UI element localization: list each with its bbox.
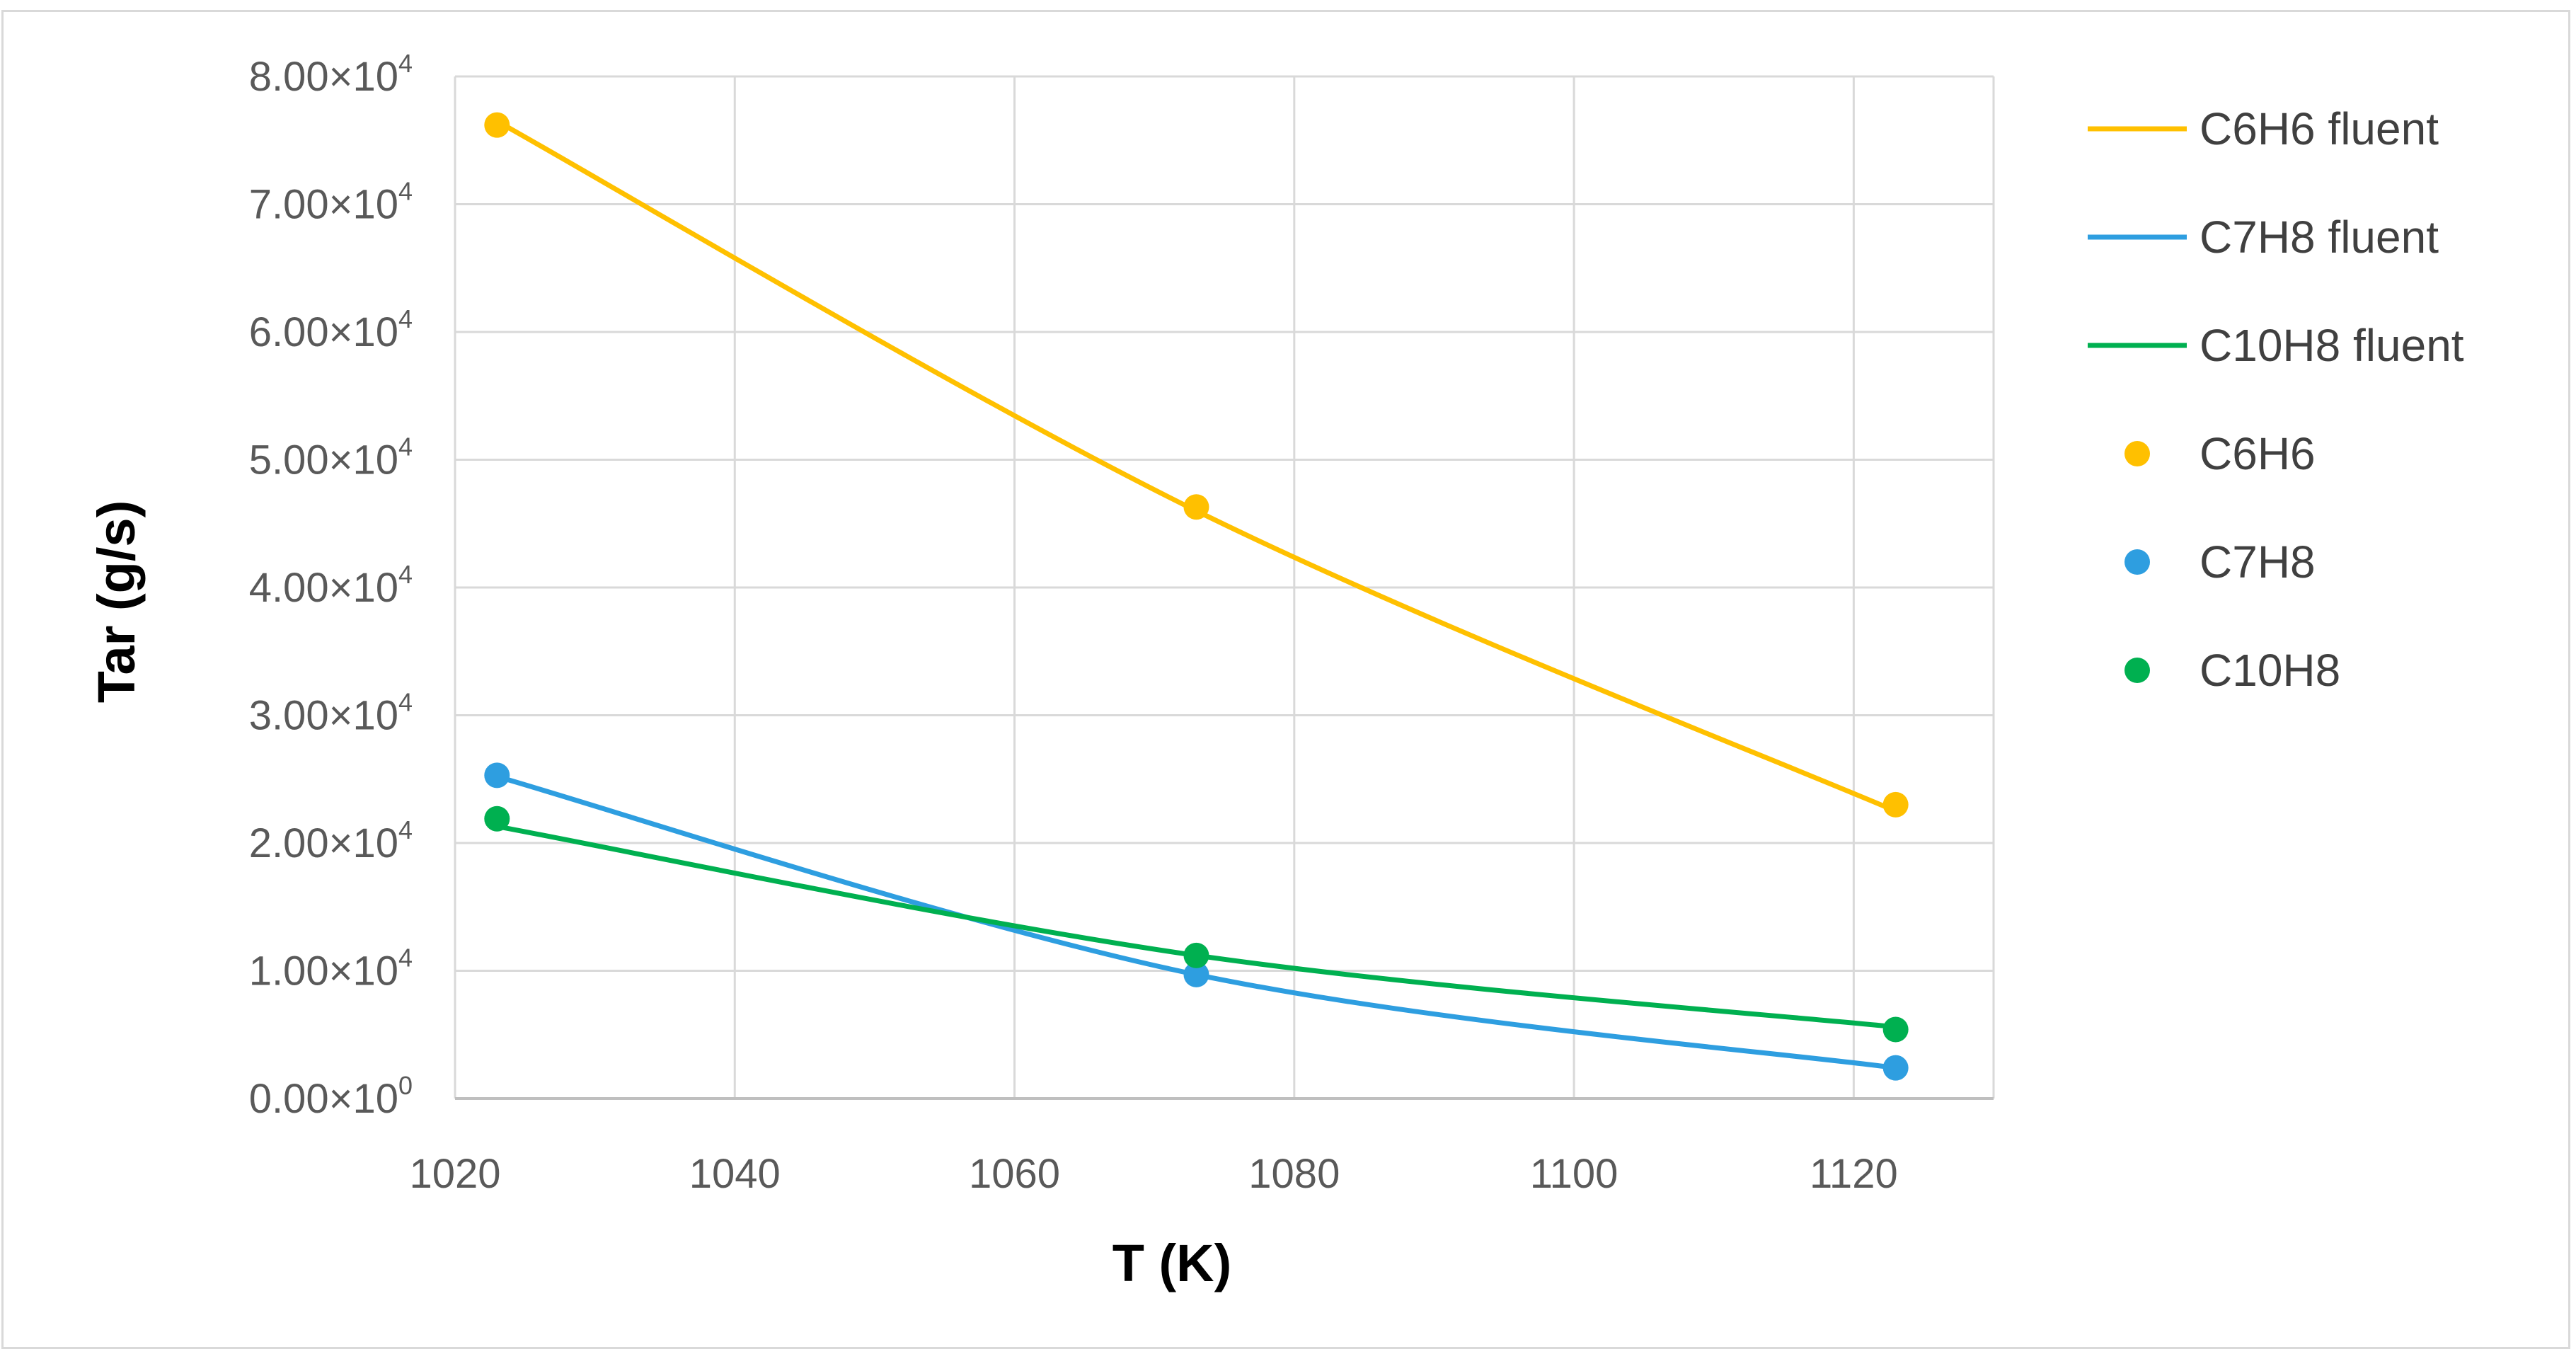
y-tick-label: 5.00×104 [249, 432, 413, 483]
data-point-c6h6 [1882, 791, 1909, 818]
y-tick-exponent: 4 [398, 944, 413, 973]
legend-item-c7h8: C7H8 [2124, 537, 2316, 587]
legend-item-c7h8-fluent: C7H8 fluent [2088, 212, 2439, 263]
series-line-c10h8-fluent [494, 824, 1899, 1030]
data-point-c7h8 [1183, 961, 1209, 987]
y-tick-mantissa: 7.00×10 [249, 182, 398, 228]
x-tick-label: 1080 [1248, 1151, 1340, 1197]
y-tick-label: 7.00×104 [249, 177, 413, 228]
y-tick-exponent: 4 [398, 49, 413, 78]
legend-item-c6h6-fluent: C6H6 fluent [2088, 103, 2439, 154]
x-tick-label: 1120 [1810, 1151, 1898, 1197]
y-tick-exponent: 0 [398, 1071, 413, 1100]
x-axis-title: T (K) [1112, 1234, 1232, 1292]
y-tick-exponent: 4 [398, 815, 413, 844]
x-tick-label: 1100 [1530, 1151, 1618, 1197]
y-tick-mantissa: 5.00×10 [249, 437, 398, 483]
x-tick-label: 1020 [409, 1151, 500, 1197]
legend-item-c10h8-fluent: C10H8 fluent [2088, 320, 2464, 371]
y-tick-mantissa: 3.00×10 [249, 693, 398, 739]
x-tick-label: 1040 [689, 1151, 781, 1197]
data-point-c6h6 [1183, 494, 1209, 520]
y-tick-label: 6.00×104 [249, 304, 413, 355]
legend-label: C10H8 [2200, 645, 2340, 696]
legend-item-c6h6: C6H6 [2124, 428, 2316, 479]
y-tick-mantissa: 6.00×10 [249, 309, 398, 355]
data-point-c6h6 [484, 112, 510, 138]
y-tick-mantissa: 0.00×10 [249, 1076, 398, 1122]
y-tick-mantissa: 4.00×10 [249, 565, 398, 611]
y-tick-label: 0.00×100 [249, 1071, 413, 1122]
legend-label: C10H8 fluent [2200, 320, 2464, 371]
legend-label: C7H8 fluent [2200, 212, 2439, 263]
legend-label: C6H6 [2200, 428, 2316, 479]
legend-marker-swatch [2124, 441, 2150, 466]
legend-label: C7H8 [2200, 537, 2316, 587]
y-tick-label: 4.00×104 [249, 560, 413, 611]
y-tick-label: 3.00×104 [249, 688, 413, 739]
data-point-c7h8 [484, 762, 510, 789]
y-tick-mantissa: 1.00×10 [249, 948, 398, 994]
y-tick-exponent: 4 [398, 177, 413, 206]
y-tick-exponent: 4 [398, 304, 413, 333]
y-tick-exponent: 4 [398, 688, 413, 717]
series-layer [484, 112, 1909, 1081]
y-tick-mantissa: 8.00×10 [249, 54, 398, 100]
legend-marker-swatch [2124, 658, 2150, 683]
data-point-c7h8 [1882, 1055, 1909, 1081]
legend-item-c10h8: C10H8 [2124, 645, 2340, 696]
series-line-c6h6-fluent [494, 118, 1899, 814]
legend-marker-swatch [2124, 549, 2150, 575]
y-tick-label: 2.00×104 [249, 815, 413, 866]
grid [454, 75, 1995, 1100]
legend: C6H6 fluent C7H8 fluent C10H8 fluent C6H6 C7… [2088, 103, 2464, 696]
y-tick-exponent: 4 [398, 560, 413, 589]
data-point-c10h8 [484, 805, 510, 832]
x-tick-label: 1060 [969, 1151, 1060, 1197]
y-tick-label: 8.00×104 [249, 49, 413, 100]
x-axis-ticks: 1020 1040 1060 1080 1100 1120 [409, 1151, 1897, 1197]
data-point-c10h8 [1183, 942, 1209, 968]
y-axis-ticks: 0.00×1001.00×1042.00×1043.00×1044.00×104… [249, 49, 413, 1122]
y-tick-label: 1.00×104 [249, 944, 413, 994]
legend-label: C6H6 fluent [2200, 103, 2439, 154]
y-tick-exponent: 4 [398, 432, 413, 461]
series-line-c7h8-fluent [494, 774, 1899, 1071]
y-tick-mantissa: 2.00×10 [249, 820, 398, 866]
data-point-c10h8 [1882, 1016, 1909, 1043]
y-axis-title: Tar (g/s) [87, 500, 146, 703]
